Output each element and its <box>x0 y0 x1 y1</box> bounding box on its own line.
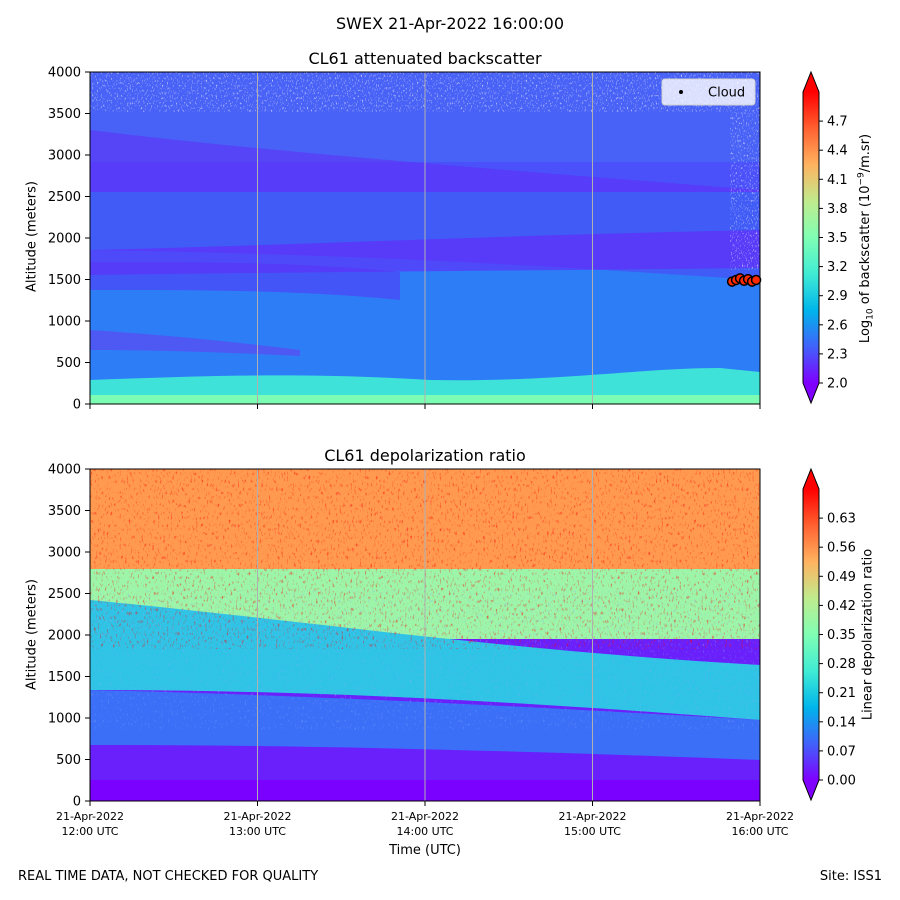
y-tick-label: 2000 <box>48 629 81 644</box>
x-axis-label: Time (UTC) <box>389 843 461 858</box>
colorbar-extend-min <box>803 383 819 403</box>
colorbar-tick-label: 0.00 <box>827 774 856 789</box>
x-tick-label-date: 21-Apr-2022 <box>56 810 124 823</box>
colorbar-tick-label: 2.3 <box>827 347 848 362</box>
y-tick-label: 4000 <box>48 463 81 478</box>
backscatter-title: CL61 attenuated backscatter <box>308 49 542 68</box>
colorbar-tick-label: 0.14 <box>827 715 856 730</box>
colorbar-tick-label: 2.9 <box>827 289 848 304</box>
colorbar-tick-label: 0.63 <box>827 512 856 527</box>
colorbar <box>803 92 819 383</box>
colorbar-outline <box>802 467 820 802</box>
y-tick-label: 2000 <box>48 232 81 247</box>
x-tick-label-time: 15:00 UTC <box>564 825 621 838</box>
depolarization-title: CL61 depolarization ratio <box>324 446 526 465</box>
colorbar-tick-label: 2.6 <box>827 318 848 333</box>
y-tick-label: 0 <box>73 795 81 810</box>
colorbar-extend-max <box>803 469 819 489</box>
y-tick-label: 2500 <box>48 587 81 602</box>
y-tick-label: 3500 <box>48 107 81 122</box>
legend-box <box>661 78 756 106</box>
colorbar-tick-label: 0.07 <box>827 744 856 759</box>
legend-label-cloud: Cloud <box>708 86 745 101</box>
y-tick-label: 3000 <box>48 149 81 164</box>
y-tick-label: 500 <box>56 356 81 371</box>
x-tick-label-time: 16:00 UTC <box>731 825 788 838</box>
colorbar-outline <box>802 70 820 405</box>
y-tick-label: 500 <box>56 753 81 768</box>
colorbar-extend-min <box>803 780 819 800</box>
quality-disclaimer: REAL TIME DATA, NOT CHECKED FOR QUALITY <box>18 869 319 884</box>
y-tick-label: 4000 <box>48 66 81 81</box>
x-tick-label-date: 21-Apr-2022 <box>391 810 459 823</box>
x-tick-label-date: 21-Apr-2022 <box>223 810 291 823</box>
colorbar-tick-label: 3.5 <box>827 231 848 246</box>
y-tick-label: 3500 <box>48 504 81 519</box>
x-tick-label-time: 13:00 UTC <box>229 825 286 838</box>
colorbar-tick-label: 0.56 <box>827 541 856 556</box>
colorbar <box>803 489 819 780</box>
site-label: Site: ISS1 <box>819 869 882 884</box>
x-tick-label-date: 21-Apr-2022 <box>558 810 626 823</box>
colorbar-tick-label: 4.4 <box>827 144 848 159</box>
y-tick-label: 1500 <box>48 273 81 288</box>
colorbar-tick-label: 0.42 <box>827 599 856 614</box>
colorbar-tick-label: 2.0 <box>827 377 848 392</box>
colorbar-tick-label: 0.49 <box>827 570 856 585</box>
colorbar-tick-label: 0.35 <box>827 628 856 643</box>
colorbar-tick-label: 3.8 <box>827 202 848 217</box>
y-tick-label: 0 <box>73 398 81 413</box>
colorbar-tick-label: 4.7 <box>827 115 848 130</box>
colorbar-tick-label: 3.2 <box>827 260 848 275</box>
y-tick-label: 1000 <box>48 712 81 727</box>
x-tick-label-time: 14:00 UTC <box>396 825 453 838</box>
y-tick-label: 2500 <box>48 190 81 205</box>
colorbar-tick-label: 0.28 <box>827 657 856 672</box>
colorbar-tick-label: 0.21 <box>827 686 856 701</box>
y-tick-label: 1500 <box>48 670 81 685</box>
y-tick-label: 1000 <box>48 315 81 330</box>
y-tick-label: 3000 <box>48 546 81 561</box>
x-tick-label-time: 12:00 UTC <box>61 825 118 838</box>
x-tick-label-date: 21-Apr-2022 <box>726 810 794 823</box>
cloud-marker <box>750 274 762 286</box>
colorbar-tick-label: 4.1 <box>827 173 848 188</box>
figure-suptitle: SWEX 21-Apr-2022 16:00:00 <box>335 14 564 33</box>
colorbar-extend-max <box>803 72 819 92</box>
legend-cloud-marker <box>679 90 683 94</box>
